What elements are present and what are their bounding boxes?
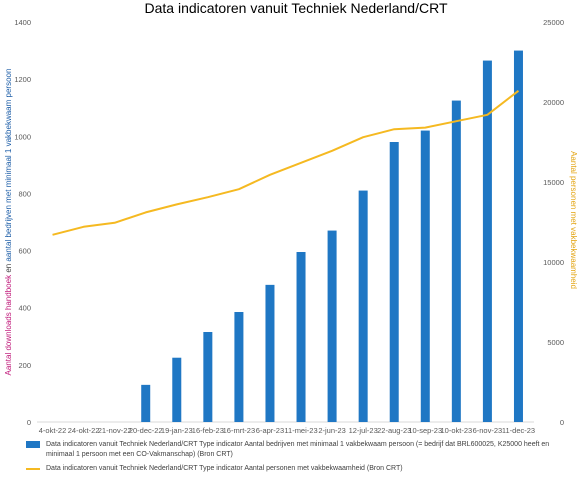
y-left-tick-label: 0 [27,418,31,427]
y-right-tick-labels: 0 5000 10000 15000 20000 25000 [543,18,564,427]
y-left-label-part1: Aantal downloads handboek [4,274,13,376]
y-right-tick-label: 10000 [543,258,564,267]
y-right-tick-label: 20000 [543,98,564,107]
y-left-tick-label: 1400 [14,18,31,27]
legend: Data indicatoren vanuit Techniek Nederla… [26,440,571,478]
series-line [52,90,520,236]
y-left-tick-label: 600 [18,247,31,256]
x-tick-label: 21-nov-22 [98,426,132,435]
y-right-tick-label: 15000 [543,178,564,187]
bar [420,130,430,422]
x-tick-label: 10-okt-23 [440,426,472,435]
bar [513,50,523,422]
bar [389,142,399,422]
y-right-tick-label: 0 [560,418,564,427]
x-tick-label: 10-sep-23 [408,426,442,435]
bar [296,252,306,422]
bar-series [141,50,523,422]
bar [234,312,244,422]
bar [482,60,492,422]
x-tick-label: 4-okt-22 [39,426,67,435]
x-tick-label: 6-nov-23 [473,426,503,435]
line-series [52,90,520,236]
y-left-tick-label: 1200 [14,75,31,84]
y-left-tick-label: 1000 [14,132,31,141]
x-tick-label: 22-aug-23 [377,426,411,435]
bar [141,384,151,422]
bar [451,100,461,422]
y-left-tick-labels: 0 200 400 600 800 1000 1200 1400 [14,18,31,427]
legend-item-line: Data indicatoren vanuit Techniek Nederla… [26,464,571,474]
y-left-label-part3: aantal bedrijven met minimaal 1 vakbekwa… [4,69,13,262]
y-left-label-part2: en [4,262,13,275]
y-left-tick-label: 800 [18,189,31,198]
y-right-tick-label: 5000 [547,338,564,347]
chart-title: Data indicatoren vanuit Techniek Nederla… [145,0,448,16]
legend-item-bars: Data indicatoren vanuit Techniek Nederla… [26,440,571,460]
x-tick-label: 6-apr-23 [256,426,284,435]
bar [327,230,337,422]
bar [172,357,182,422]
y-left-tick-label: 200 [18,361,31,370]
y-left-tick-label: 400 [18,304,31,313]
bar [265,284,275,422]
bar [358,190,368,422]
x-tick-label: 20-dec-22 [129,426,163,435]
x-tick-label: 16-mrt-23 [223,426,256,435]
y-right-axis-label: Aantal personen met vakbekwaamheid [569,151,578,289]
legend-label-bars: Data indicatoren vanuit Techniek Nederla… [46,441,550,458]
legend-label-line: Data indicatoren vanuit Techniek Nederla… [46,465,403,472]
legend-swatch-bars [26,441,40,448]
x-tick-label: 11-dec-23 [502,426,535,435]
x-tick-label: 2-jun-23 [318,426,346,435]
y-left-axis-label: Aantal downloads handboek en aantal bedr… [4,69,13,376]
x-tick-label: 12-jul-23 [349,426,378,435]
y-right-tick-label: 25000 [543,18,564,27]
x-tick-label: 16-feb-23 [192,426,224,435]
x-tick-label: 24-okt-22 [68,426,100,435]
x-tick-labels: 4-okt-22 24-okt-2221-nov-2220-dec-2219-ja… [39,426,535,435]
x-tick-label: 19-jan-23 [161,426,193,435]
x-tick-label: 11-mei-23 [284,426,317,435]
legend-swatch-line [26,468,40,470]
bar [203,332,213,422]
